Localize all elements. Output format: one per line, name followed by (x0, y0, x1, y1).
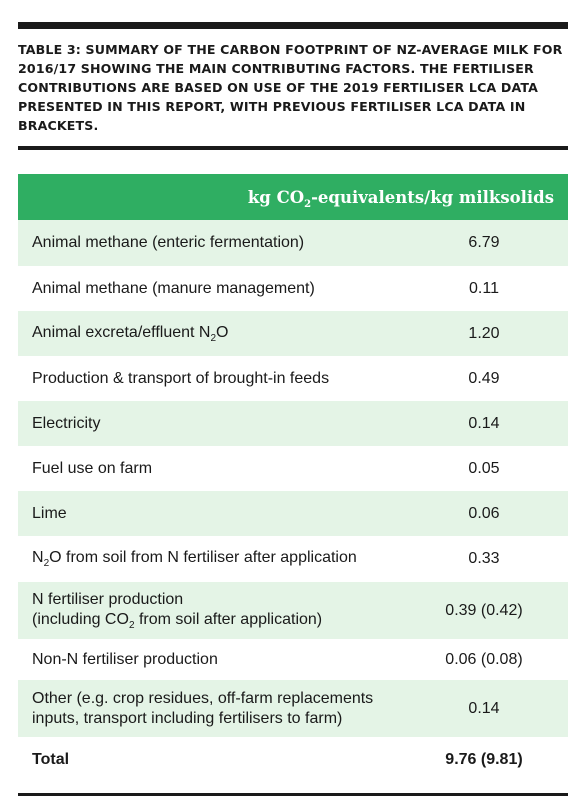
total-value: 9.76 (9.81) (445, 750, 523, 768)
bottom-rule (18, 793, 568, 796)
row-value: 0.39 (0.42) (445, 601, 523, 619)
table-header: kg CO2-equivalents/kg milksolids (18, 174, 568, 220)
row-label: N2O from soil from N fertiliser after ap… (32, 549, 357, 569)
table-row: Animal methane (enteric fermentation) 6.… (18, 220, 568, 266)
table-row: Non-N fertiliser production 0.06 (0.08) (18, 639, 568, 680)
total-label: Total (32, 750, 70, 768)
row-label: Non-N fertiliser production (32, 650, 218, 668)
row-label: Lime (32, 504, 67, 522)
row-value: 0.06 (0.08) (445, 650, 523, 668)
row-value: 0.49 (468, 369, 500, 387)
row-label: Animal excreta/effluent N2O (32, 323, 229, 344)
row-value: 1.20 (468, 324, 500, 342)
table-row: N2O from soil from N fertiliser after ap… (18, 536, 568, 582)
row-value: 6.79 (468, 234, 500, 251)
total-row: Total 9.76 (9.81) (18, 737, 568, 782)
table-row: Lime 0.06 (18, 491, 568, 536)
table-row: Animal methane (manure management) 0.11 (18, 266, 568, 311)
table-row: Fuel use on farm 0.05 (18, 446, 568, 491)
table-row: Other (e.g. crop residues, off-farm repl… (18, 680, 568, 737)
top-rule (18, 22, 568, 29)
row-label: N fertiliser production (including CO2 f… (32, 590, 323, 631)
row-label: Animal methane (enteric fermentation) (32, 234, 305, 251)
table-body: Animal methane (enteric fermentation) 6.… (18, 220, 568, 782)
table-row: N fertiliser production (including CO2 f… (18, 582, 568, 639)
table-row: Electricity 0.14 (18, 401, 568, 446)
row-label: Other (e.g. crop residues, off-farm repl… (32, 689, 374, 727)
row-label: Fuel use on farm (32, 459, 153, 477)
carbon-footprint-table: kg CO2-equivalents/kg milksolids Animal … (18, 174, 568, 782)
row-label: Animal methane (manure management) (32, 279, 315, 297)
row-label: Electricity (32, 414, 101, 432)
table-caption: TABLE 3: SUMMARY OF THE CARBON FOOTPRINT… (18, 42, 563, 133)
row-value: 0.14 (468, 414, 500, 432)
row-label: Production & transport of brought-in fee… (32, 369, 330, 387)
row-value: 0.06 (468, 504, 500, 522)
row-value: 0.33 (468, 550, 500, 567)
row-value: 0.11 (469, 279, 499, 297)
row-value: 0.14 (468, 699, 500, 717)
table-row: Production & transport of brought-in fee… (18, 356, 568, 401)
table-row: Animal excreta/effluent N2O 1.20 (18, 311, 568, 356)
row-value: 0.05 (468, 459, 500, 477)
caption-rule (18, 146, 568, 150)
unit-header: kg CO2-equivalents/kg milksolids (247, 187, 554, 210)
